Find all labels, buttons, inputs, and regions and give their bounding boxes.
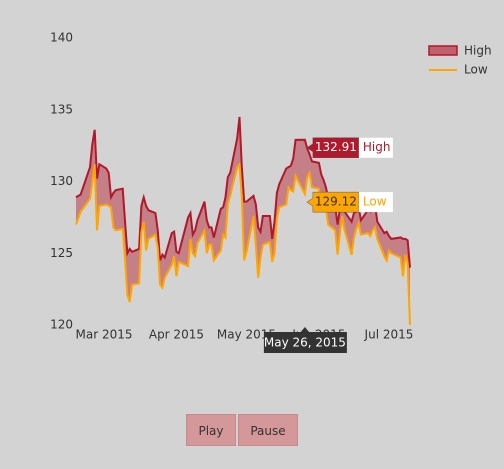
x-tooltip-box [263,332,347,353]
x-tooltip-arrow [299,327,310,333]
tooltip-name: Low [363,195,387,209]
legend-swatch [428,45,458,56]
tooltip-box [306,137,360,158]
legend-label: High [464,44,492,58]
tooltip-value: 132.91 [315,140,357,154]
tooltip-value: 129.12 [315,195,357,209]
y-tick-label: 135 [50,102,73,116]
play-button[interactable]: Play [186,414,236,446]
tooltip-name-box [358,192,393,213]
x-tick-label: Mar 2015 [76,328,133,342]
y-tick-label: 120 [50,318,73,332]
y-tick-label: 140 [50,31,73,45]
tooltip-name-box [358,137,393,158]
x-tooltip-label: May 26, 2015 [264,336,346,350]
x-tick-label: Jul 2015 [364,328,414,342]
y-tick-label: 130 [50,174,73,188]
x-tick-label: May 2015 [217,328,276,342]
legend-label: Low [464,63,488,77]
series-line [75,161,411,326]
pause-button[interactable]: Pause [238,414,298,446]
tooltip-box [306,191,360,213]
x-tick-label: Apr 2015 [149,328,204,342]
tooltip-name: High [363,140,391,154]
y-tick-label: 125 [50,246,73,260]
